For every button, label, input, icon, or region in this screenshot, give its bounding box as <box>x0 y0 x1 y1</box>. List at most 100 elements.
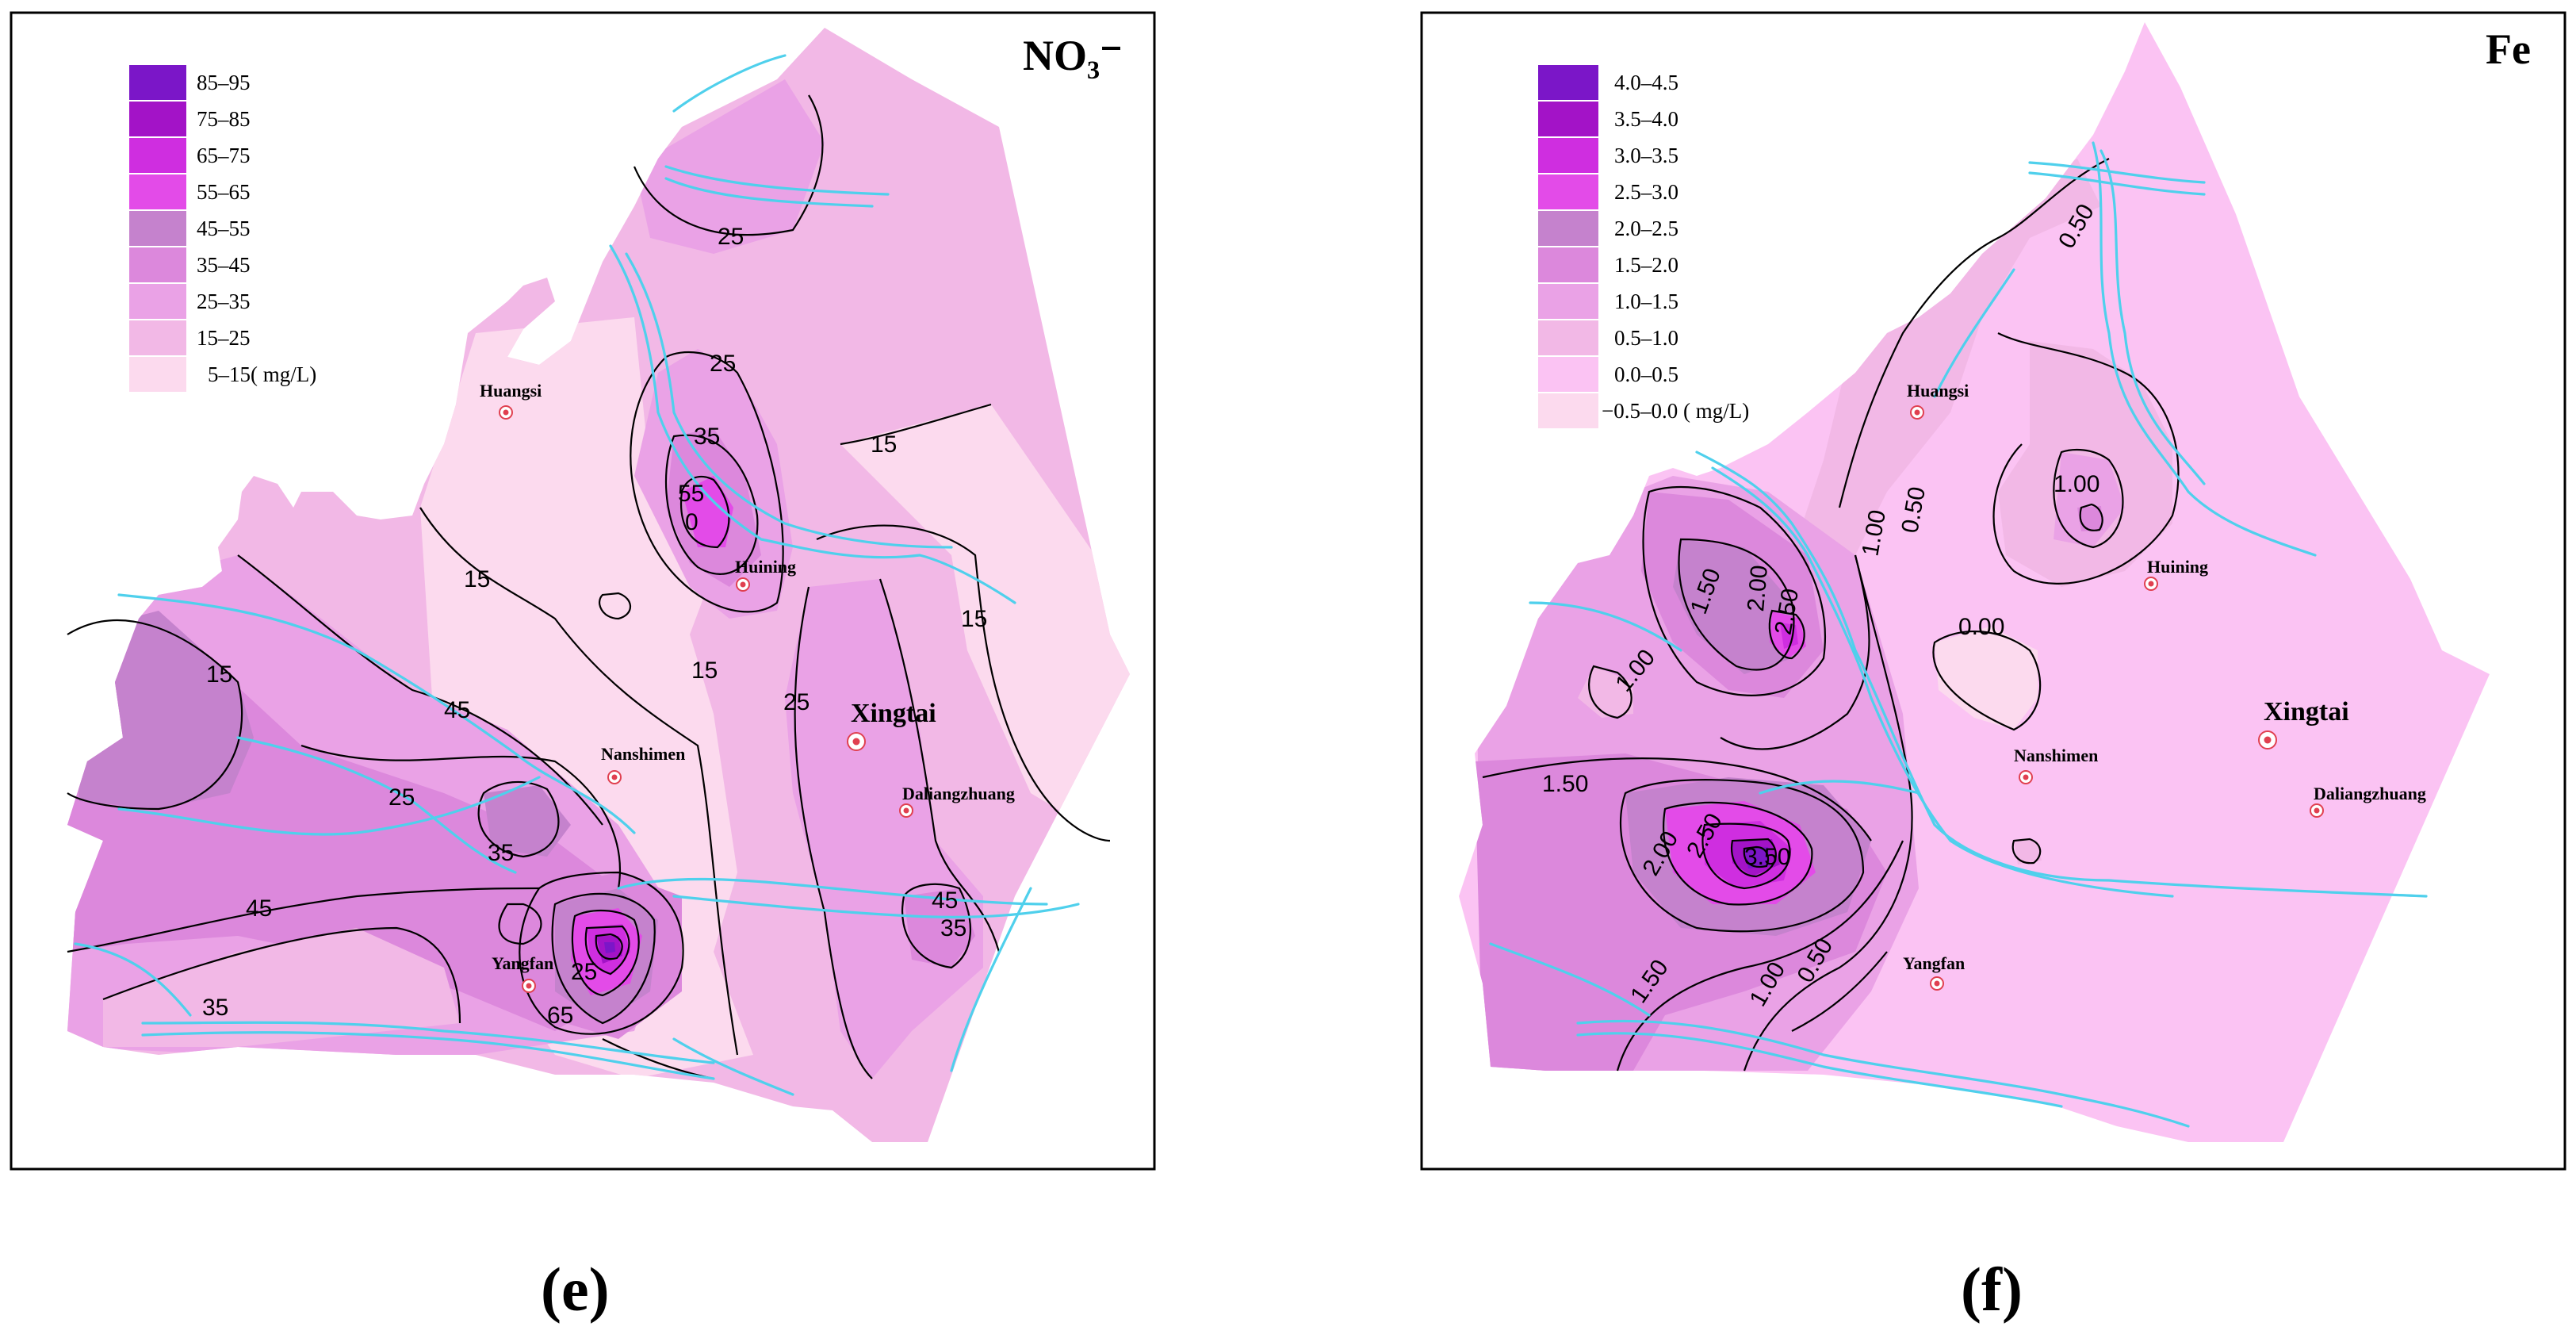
contour-label: 0 <box>685 509 699 535</box>
legend-swatch <box>1538 65 1598 100</box>
contour-lines <box>1482 158 2180 1072</box>
contour-label: 25 <box>783 689 810 715</box>
legend-label: 0.0–0.5 <box>1614 362 1678 386</box>
contour-label: 2.00 <box>1743 564 1773 612</box>
legend-label: 5–15( mg/L) <box>208 362 316 386</box>
legend-swatch <box>129 174 186 209</box>
legend-swatch <box>129 65 186 100</box>
legend-swatch <box>1538 174 1598 209</box>
svg-text:Xingtai: Xingtai <box>2264 697 2349 727</box>
panel-caption: (f) <box>1961 1255 2023 1324</box>
svg-text:Yangfan: Yangfan <box>492 953 553 973</box>
legend-swatch <box>129 102 186 136</box>
contour-label: 3.50 <box>1744 844 1790 870</box>
city-nanshimen: Nanshimen <box>601 744 685 784</box>
legend-label: 45–55 <box>197 217 251 240</box>
svg-text:Daliangzhuang: Daliangzhuang <box>2314 784 2426 803</box>
contour-label: 35 <box>202 995 228 1021</box>
legend-swatch <box>129 211 186 246</box>
legend-label: 3.5–4.0 <box>1614 107 1678 131</box>
contour-label: 55 <box>678 481 704 507</box>
legend-swatch <box>1538 320 1598 355</box>
svg-text:Daliangzhuang: Daliangzhuang <box>902 784 1015 803</box>
city-xingtai: Xingtai <box>847 699 936 751</box>
contour-lines <box>67 94 1111 1080</box>
legend-label: 2.0–2.5 <box>1614 217 1678 240</box>
contour-label: 45 <box>246 895 272 922</box>
city-markers: Huangsi Huining Nanshimen Xingtai Dalian… <box>1903 381 2426 991</box>
contour-label: 25 <box>710 351 736 377</box>
map-title: NO₃⁻ <box>1023 32 1123 79</box>
contour-label: 65 <box>547 1003 573 1029</box>
legend-swatch <box>1538 393 1598 428</box>
contour-label: 25 <box>571 959 597 985</box>
map-f: 0.50 1.00 0.50 1.00 2.00 1.50 2.50 0.00 … <box>1459 22 2490 1142</box>
legend-label: 35–45 <box>197 253 251 277</box>
city-huining: Huining <box>2144 557 2208 591</box>
contour-label: 35 <box>694 424 720 450</box>
svg-text:Yangfan: Yangfan <box>1903 953 1965 973</box>
panel-f: 0.50 1.00 0.50 1.00 2.00 1.50 2.50 0.00 … <box>1420 11 2566 1324</box>
city-xingtai: Xingtai <box>2258 697 2349 750</box>
legend-label: −0.5–0.0 ( mg/L) <box>1602 399 1749 423</box>
rivers <box>1489 141 2428 1128</box>
legend-label: 65–75 <box>197 144 251 167</box>
legend-label: 55–65 <box>197 180 251 204</box>
rivers <box>74 54 1080 1096</box>
contour-label: 45 <box>444 697 470 723</box>
legend-f: 4.0–4.5 3.5–4.0 3.0–3.5 2.5–3.0 2.0–2.5 … <box>1538 65 1749 428</box>
city-nanshimen: Nanshimen <box>2014 746 2098 784</box>
legend-e: 85–95 75–85 65–75 55–65 45–55 35–45 25–3… <box>129 65 316 392</box>
legend-swatch <box>1538 102 1598 136</box>
svg-text:Nanshimen: Nanshimen <box>2014 746 2098 765</box>
legend-label: 3.0–3.5 <box>1614 144 1678 167</box>
contour-label: 35 <box>940 915 966 941</box>
city-huangsi: Huangsi <box>1907 381 1969 420</box>
legend-label: 0.5–1.0 <box>1614 326 1678 350</box>
legend-label: 15–25 <box>197 326 251 350</box>
panel-e: 25 25 35 55 0 15 15 15 15 25 15 45 25 35… <box>10 11 1156 1324</box>
city-yangfan: Yangfan <box>1903 953 1965 991</box>
svg-text:Huangsi: Huangsi <box>480 381 542 401</box>
legend-label: 2.5–3.0 <box>1614 180 1678 204</box>
contour-label: 15 <box>691 657 718 684</box>
svg-text:Nanshimen: Nanshimen <box>601 744 685 764</box>
city-markers: Huangsi Huining Nanshimen Xingtai Dalian… <box>480 381 1015 993</box>
contour-label: 25 <box>718 224 744 250</box>
legend-swatch <box>1538 247 1598 282</box>
map-title: Fe <box>2486 25 2531 73</box>
legend-swatch <box>129 138 186 173</box>
legend-label: 25–35 <box>197 289 251 313</box>
contour-label: 45 <box>932 888 958 914</box>
contour-label: 15 <box>961 606 987 632</box>
legend-swatch <box>1538 138 1598 173</box>
legend-swatch <box>129 320 186 355</box>
contour-fills <box>1475 159 2172 1071</box>
contour-label: 15 <box>464 566 490 592</box>
contour-label: 35 <box>488 840 514 866</box>
legend-swatch <box>1538 211 1598 246</box>
svg-text:Huining: Huining <box>2147 557 2208 577</box>
contour-label: 0.00 <box>1958 614 2004 640</box>
svg-text:Huining: Huining <box>735 557 796 577</box>
contour-label: 15 <box>871 431 897 458</box>
legend-swatch <box>1538 284 1598 319</box>
legend-label: 85–95 <box>197 71 251 94</box>
city-daliangzhuang: Daliangzhuang <box>2310 784 2426 818</box>
city-daliangzhuang: Daliangzhuang <box>899 784 1015 818</box>
contour-label: 1.00 <box>2054 471 2099 497</box>
legend-label: 4.0–4.5 <box>1614 71 1678 94</box>
contour-label: 25 <box>389 784 415 811</box>
contour-labels: 25 25 35 55 0 15 15 15 15 25 15 45 25 35… <box>202 224 987 1029</box>
legend-swatch <box>129 247 186 282</box>
legend-swatch <box>129 284 186 319</box>
city-yangfan: Yangfan <box>492 953 553 993</box>
legend-label: 75–85 <box>197 107 251 131</box>
contour-label: 1.50 <box>1542 771 1588 797</box>
legend-label: 1.5–2.0 <box>1614 253 1678 277</box>
contour-fills <box>67 79 1130 1079</box>
legend-swatch <box>1538 357 1598 392</box>
legend-swatch <box>129 357 186 392</box>
contour-label: 15 <box>206 661 232 688</box>
